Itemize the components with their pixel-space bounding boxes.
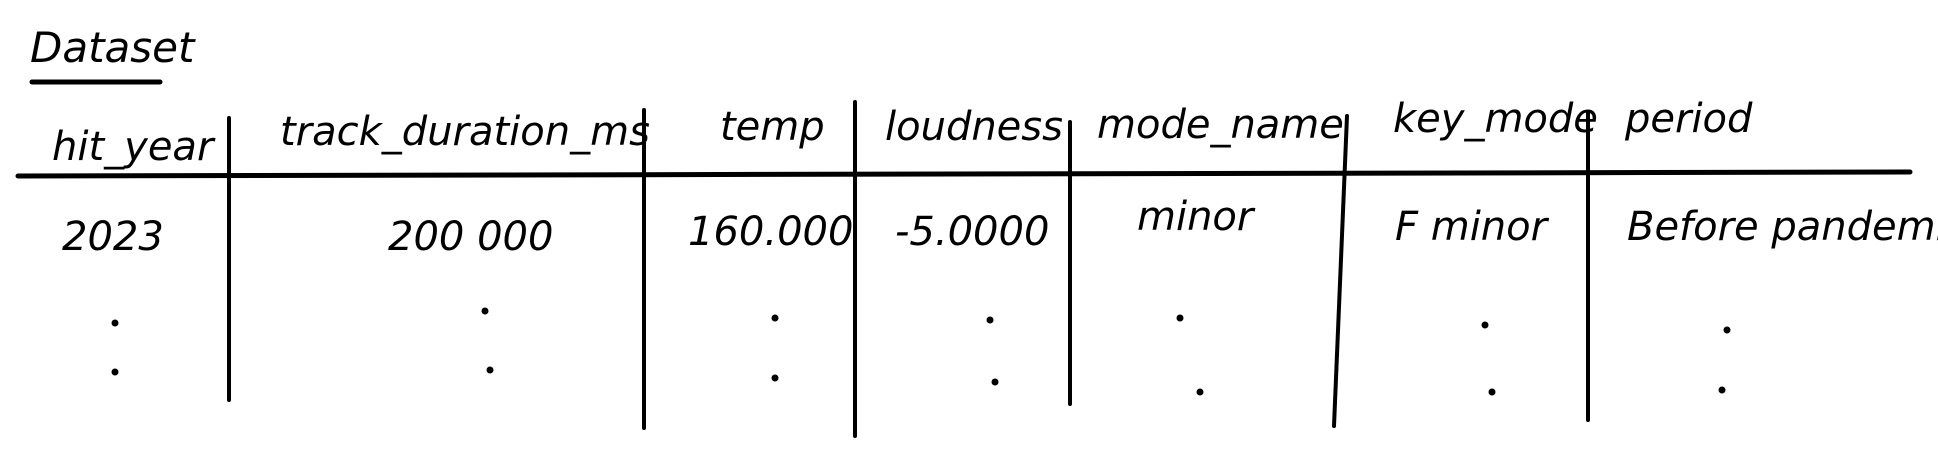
header-period: period xyxy=(1624,96,1753,142)
ellipsis-dot xyxy=(1718,386,1726,394)
ellipsis-dot xyxy=(481,307,489,315)
header-key-mode: key_mode xyxy=(1393,96,1598,142)
ellipsis-dot xyxy=(1196,388,1204,396)
cell-track-duration-ms: 200 000 xyxy=(388,214,553,260)
header-track-duration-ms: track_duration_ms xyxy=(280,109,650,155)
cell-loudness: -5.0000 xyxy=(895,209,1049,255)
cell-mode-name: minor xyxy=(1137,194,1256,240)
header-hit-year: hit_year xyxy=(52,124,216,170)
header-mode-name: mode_name xyxy=(1097,102,1344,148)
ellipsis-dot xyxy=(111,368,119,376)
ellipsis-dot xyxy=(1723,326,1731,334)
header-separator-line xyxy=(15,169,1913,179)
cell-hit-year: 2023 xyxy=(62,214,164,260)
ellipsis-dot xyxy=(771,314,779,322)
ellipsis-dot xyxy=(111,319,119,327)
ellipsis-dot xyxy=(1176,314,1184,322)
cell-period: Before pandemic xyxy=(1627,204,1938,250)
cell-temp: 160.000 xyxy=(688,209,853,255)
column-divider xyxy=(1332,114,1349,428)
header-loudness: loudness xyxy=(885,104,1063,150)
ellipsis-dot xyxy=(1481,321,1489,329)
ellipsis-dot xyxy=(486,366,494,374)
ellipsis-dot xyxy=(991,378,999,386)
ellipsis-dot xyxy=(771,374,779,382)
ellipsis-dot xyxy=(986,316,994,324)
ellipsis-dot xyxy=(1488,388,1496,396)
continuation-dots xyxy=(111,307,1731,396)
header-temp: temp xyxy=(720,104,825,150)
cell-key-mode: F minor xyxy=(1395,204,1550,250)
title: Dataset xyxy=(30,23,196,72)
